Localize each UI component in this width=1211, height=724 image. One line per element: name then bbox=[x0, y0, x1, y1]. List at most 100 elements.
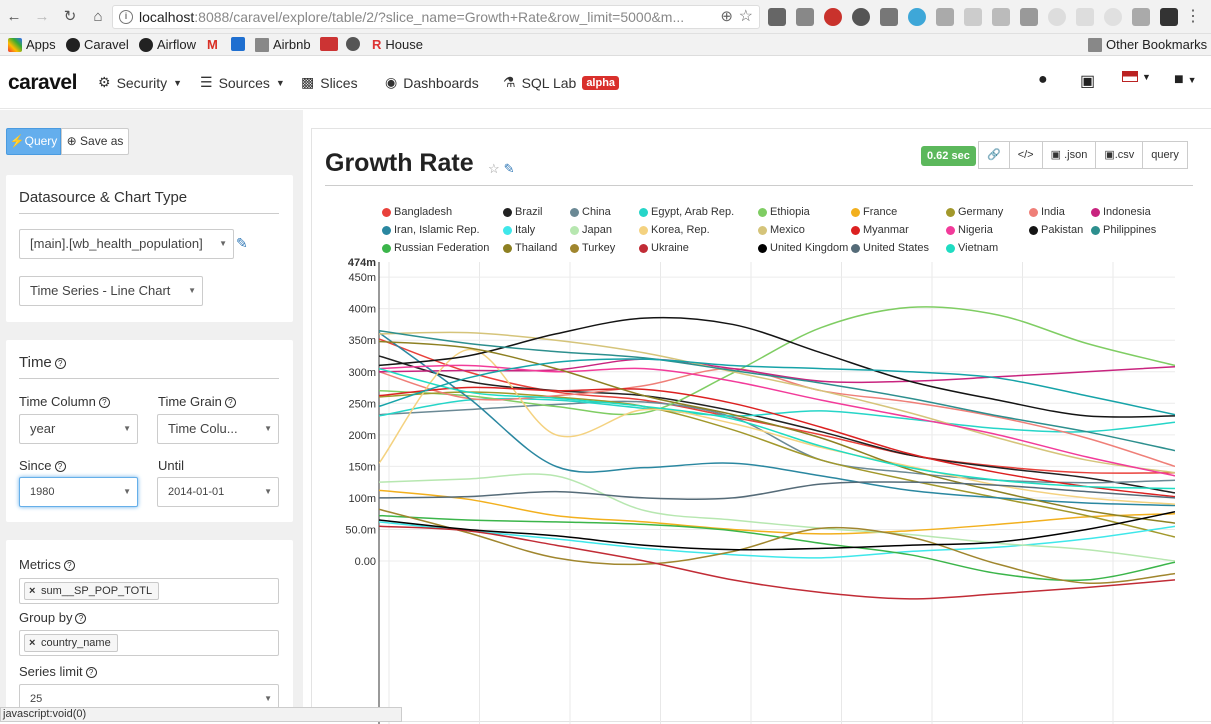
legend-item[interactable]: Philippines bbox=[1091, 224, 1156, 236]
other-bookmarks[interactable]: Other Bookmarks bbox=[1088, 37, 1207, 52]
extension-icon[interactable] bbox=[964, 8, 982, 26]
save-as-button[interactable]: ⊕ Save as bbox=[61, 128, 129, 155]
legend-item[interactable]: Turkey bbox=[570, 242, 615, 254]
legend-item[interactable]: France bbox=[851, 206, 897, 218]
extension-icon[interactable] bbox=[880, 8, 898, 26]
series-line[interactable] bbox=[379, 358, 1175, 384]
brand-logo[interactable]: caravel bbox=[8, 71, 77, 94]
legend-item[interactable]: Egypt, Arab Rep. bbox=[639, 206, 734, 218]
series-line[interactable] bbox=[379, 525, 1175, 600]
series-line[interactable] bbox=[379, 489, 1175, 535]
json-button[interactable]: ▣ .json bbox=[1041, 141, 1097, 169]
help-icon[interactable]: ? bbox=[54, 461, 66, 472]
series-line[interactable] bbox=[379, 391, 1175, 538]
embed-button[interactable]: </> bbox=[1008, 141, 1043, 169]
chart-type-select[interactable]: Time Series - Line Chart ▼ bbox=[19, 276, 203, 306]
legend-item[interactable]: Russian Federation bbox=[382, 242, 489, 254]
legend-item[interactable]: Korea, Rep. bbox=[639, 224, 710, 236]
extension-icon[interactable] bbox=[1020, 8, 1038, 26]
series-line[interactable] bbox=[379, 331, 1175, 474]
legend-item[interactable]: Ukraine bbox=[639, 242, 689, 254]
legend-item[interactable]: Italy bbox=[503, 224, 535, 236]
extension-icon[interactable] bbox=[992, 8, 1010, 26]
legend-item[interactable]: Brazil bbox=[503, 206, 543, 218]
help-icon[interactable]: ? bbox=[75, 613, 87, 624]
back-icon[interactable]: ← bbox=[6, 8, 22, 25]
extension-icon[interactable] bbox=[1160, 8, 1178, 26]
zoom-icon[interactable]: ⊕ bbox=[720, 8, 733, 25]
legend-item[interactable]: Pakistan bbox=[1029, 224, 1083, 236]
nav-security[interactable]: ⚙ Security ▼ bbox=[98, 74, 182, 91]
extension-icon[interactable] bbox=[936, 8, 954, 26]
book-icon[interactable]: ▣ bbox=[1080, 73, 1096, 90]
bookmark-caravel[interactable]: Caravel bbox=[66, 37, 129, 52]
until-select[interactable]: 2014-01-01 ▼ bbox=[157, 477, 279, 507]
time-grain-select[interactable]: Time Colu... ▼ bbox=[157, 414, 279, 444]
user-icon[interactable]: ■ ▼ bbox=[1174, 71, 1197, 88]
legend-item[interactable]: Myanmar bbox=[851, 224, 909, 236]
extension-icon[interactable] bbox=[796, 8, 814, 26]
github-icon[interactable]: ● bbox=[1038, 71, 1048, 88]
legend-item[interactable]: Ethiopia bbox=[758, 206, 810, 218]
info-icon[interactable]: i bbox=[119, 10, 133, 24]
browser-menu-icon[interactable]: ⋮ bbox=[1185, 8, 1201, 25]
series-line[interactable] bbox=[379, 332, 1175, 507]
series-line[interactable] bbox=[379, 367, 1175, 468]
bookmark-dropbox[interactable] bbox=[231, 37, 245, 51]
remove-tag-icon[interactable]: × bbox=[29, 585, 36, 597]
legend-item[interactable]: Indonesia bbox=[1091, 206, 1151, 218]
edit-icon[interactable]: ✎ bbox=[236, 235, 248, 251]
series-line[interactable] bbox=[379, 514, 1175, 582]
help-icon[interactable]: ? bbox=[85, 667, 97, 678]
bookmark-extra[interactable] bbox=[320, 37, 338, 51]
star-icon[interactable]: ☆ bbox=[488, 161, 500, 176]
bookmark-apps[interactable]: Apps bbox=[8, 37, 56, 52]
time-column-select[interactable]: year ▼ bbox=[19, 414, 138, 444]
remove-tag-icon[interactable]: × bbox=[29, 637, 36, 649]
extension-icon[interactable] bbox=[908, 8, 926, 26]
csv-button[interactable]: ▣.csv bbox=[1095, 141, 1144, 169]
legend-item[interactable]: Japan bbox=[570, 224, 612, 236]
edit-icon[interactable]: ✎ bbox=[503, 161, 515, 176]
series-line[interactable] bbox=[379, 386, 1175, 498]
legend-item[interactable]: Germany bbox=[946, 206, 1003, 218]
extension-icon[interactable] bbox=[852, 8, 870, 26]
series-line[interactable] bbox=[379, 316, 1175, 418]
series-line[interactable] bbox=[379, 521, 1175, 559]
adblock-icon[interactable] bbox=[824, 8, 842, 26]
series-line[interactable] bbox=[379, 473, 1175, 562]
legend-item[interactable]: Vietnam bbox=[946, 242, 998, 254]
help-icon[interactable]: ? bbox=[98, 397, 110, 408]
series-line[interactable] bbox=[379, 508, 1175, 584]
legend-item[interactable]: Bangladesh bbox=[382, 206, 452, 218]
legend-item[interactable]: Iran, Islamic Rep. bbox=[382, 224, 480, 236]
bookmark-house[interactable]: R House bbox=[372, 37, 423, 52]
nav-dashboards[interactable]: ◉ Dashboards bbox=[385, 74, 479, 91]
series-line[interactable] bbox=[379, 367, 1175, 490]
address-bar[interactable]: i localhost:8088/caravel/explore/table/2… bbox=[112, 5, 760, 29]
series-line[interactable] bbox=[379, 400, 1175, 484]
series-line[interactable] bbox=[379, 348, 1175, 505]
help-icon[interactable]: ? bbox=[63, 560, 75, 571]
bookmark-airbnb[interactable]: Airbnb bbox=[255, 37, 311, 52]
legend-item[interactable]: United States bbox=[851, 242, 929, 254]
legend-item[interactable]: Thailand bbox=[503, 242, 557, 254]
legend-item[interactable]: India bbox=[1029, 206, 1065, 218]
series-line[interactable] bbox=[379, 358, 1175, 416]
camera-icon[interactable] bbox=[1132, 8, 1150, 26]
since-select[interactable]: 1980 ▼ bbox=[19, 477, 138, 507]
help-icon[interactable]: ? bbox=[54, 358, 66, 369]
bookmark-reddit[interactable] bbox=[346, 37, 360, 51]
reload-icon[interactable]: ↻ bbox=[63, 8, 77, 25]
nav-sql-lab[interactable]: ⚗ SQL Lab alpha bbox=[503, 74, 620, 91]
help-icon[interactable]: ? bbox=[224, 397, 236, 408]
legend-item[interactable]: United Kingdom bbox=[758, 242, 848, 254]
bookmark-gmail[interactable]: M bbox=[207, 37, 218, 52]
bookmark-star-icon[interactable]: ☆ bbox=[738, 8, 753, 25]
nav-sources[interactable]: ☰ Sources ▼ bbox=[200, 74, 285, 91]
link-button[interactable]: 🔗 bbox=[978, 141, 1010, 169]
series-line[interactable] bbox=[379, 511, 1175, 551]
series-line[interactable] bbox=[379, 330, 1175, 452]
series-line[interactable] bbox=[379, 481, 1175, 500]
query-button[interactable]: ⚡Query bbox=[6, 128, 61, 155]
